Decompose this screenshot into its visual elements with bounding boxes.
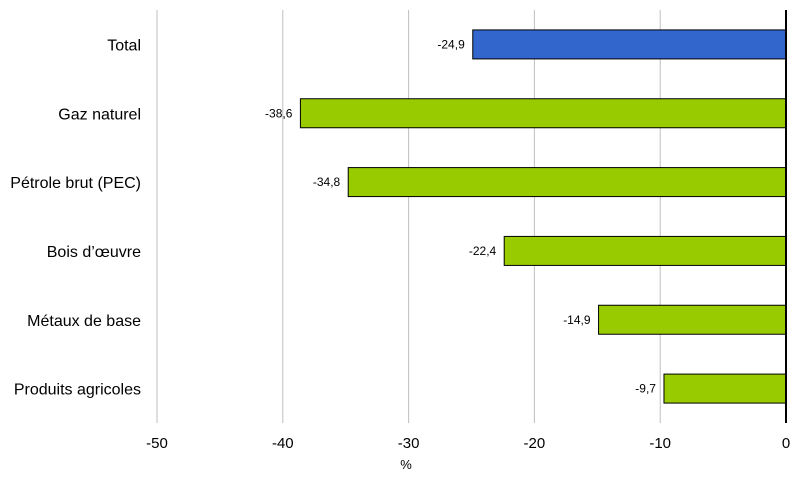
data-label-4: -14,9	[563, 313, 591, 327]
category-label-0: Total	[107, 37, 141, 54]
category-label-2: Pétrole brut (PEC)	[10, 175, 141, 192]
bar-2	[347, 167, 787, 198]
x-tick-label: -50	[146, 435, 168, 452]
x-tick-label: -10	[649, 435, 671, 452]
x-tick-label: 0	[782, 435, 790, 452]
data-label-0: -24,9	[437, 37, 465, 51]
category-label-5: Produits agricoles	[14, 382, 141, 399]
gridlines	[156, 10, 661, 423]
x-axis-title: %	[400, 457, 412, 472]
bar-5	[663, 373, 787, 404]
category-label-4: Métaux de base	[27, 313, 141, 330]
data-label-1: -38,6	[265, 106, 293, 120]
x-tick-label: -40	[272, 435, 294, 452]
category-label-1: Gaz naturel	[58, 106, 141, 123]
x-tick-labels: -50 -40 -30 -20 -10 0	[146, 435, 790, 452]
x-tick-label: -30	[398, 435, 420, 452]
data-label-2: -34,8	[313, 175, 341, 189]
data-label-3: -22,4	[469, 244, 497, 258]
category-label-3: Bois d’œuvre	[47, 244, 141, 261]
data-label-5: -9,7	[635, 382, 656, 396]
x-tick-label: -20	[524, 435, 546, 452]
bar-0	[472, 29, 787, 60]
bars: -24,9 -38,6 -34,8 -22,4 -14,9 -9,7	[265, 29, 787, 404]
bar-4	[598, 304, 787, 335]
category-labels: Total Gaz naturel Pétrole brut (PEC) Bois d…	[10, 37, 141, 398]
bar-1	[299, 98, 787, 129]
bar-3	[503, 235, 787, 266]
